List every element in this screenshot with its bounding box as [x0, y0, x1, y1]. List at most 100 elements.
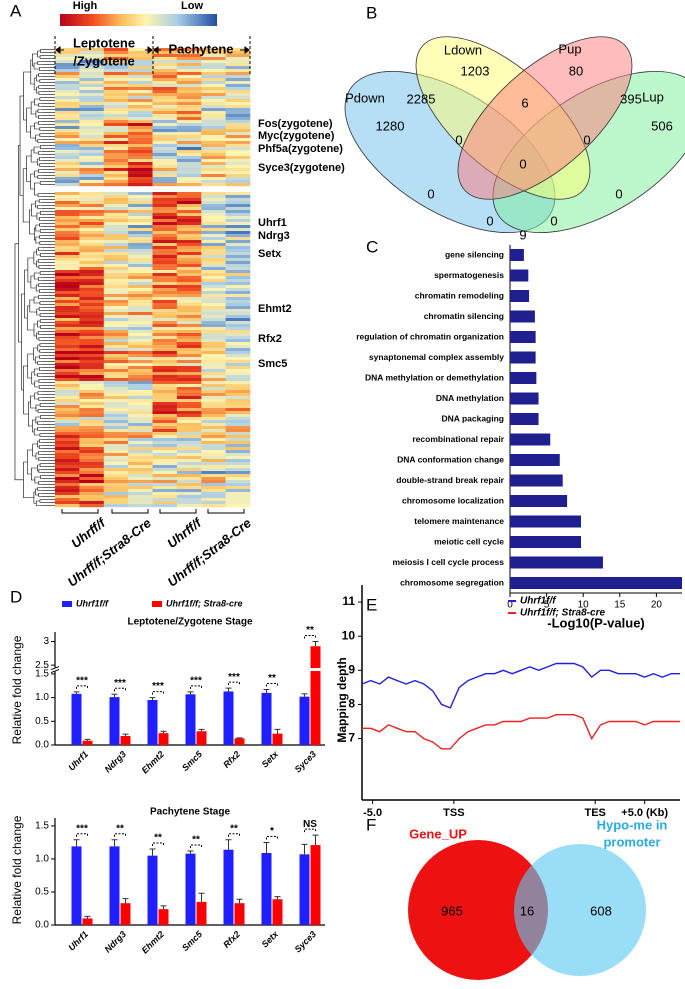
heatmap-cell — [225, 426, 251, 430]
heatmap-cell — [103, 387, 129, 391]
heatmap-cell — [103, 285, 129, 289]
bar — [510, 577, 682, 589]
error-bar — [187, 691, 194, 695]
heatmap-cell — [176, 279, 202, 283]
heatmap-cell — [128, 348, 153, 352]
heatmap-cell — [103, 357, 129, 361]
heatmap-cell — [79, 81, 105, 85]
heatmap-cell — [201, 84, 226, 88]
heatmap-cell — [79, 309, 105, 313]
heatmap-cell — [128, 483, 153, 487]
heatmap-cell — [128, 447, 153, 451]
heatmap-cell — [152, 414, 178, 418]
heatmap-cell — [152, 57, 178, 61]
heatmap-cell — [55, 468, 80, 472]
heatmap-cell — [201, 408, 226, 412]
heatmap-cell — [103, 459, 129, 463]
heatmap-cell — [79, 486, 105, 490]
heatmap-cell — [225, 237, 251, 241]
heatmap-cell — [225, 126, 251, 130]
heatmap-cell — [225, 231, 251, 235]
heatmap-cell — [55, 54, 80, 58]
heatmap-cell — [103, 306, 129, 310]
heatmap-cell — [128, 201, 153, 205]
heatmap-cell — [128, 210, 153, 214]
error-bar — [111, 839, 118, 847]
heatmap-cell — [55, 354, 80, 358]
heatmap-cell — [55, 495, 80, 499]
heatmap-cell — [152, 105, 178, 109]
heatmap-cell — [225, 54, 251, 58]
venn-count: 506 — [651, 118, 673, 133]
heatmap-cell — [225, 399, 251, 403]
venn-set-label: promoter — [603, 834, 660, 849]
heatmap-cell — [225, 60, 251, 64]
dendrogram-branch — [39, 163, 42, 167]
heatmap-cell — [176, 411, 202, 415]
heatmap-cell — [79, 147, 105, 151]
heatmap-cell — [201, 327, 226, 331]
dendrogram-branch — [39, 463, 42, 467]
heatmap-cell — [79, 291, 105, 295]
x-tick-label: Smc5 — [180, 748, 205, 773]
bar — [196, 901, 207, 925]
heatmap-cell — [128, 438, 153, 442]
heatmap-cell — [79, 381, 105, 385]
heatmap-cell — [55, 324, 80, 328]
heatmap-cell — [128, 486, 153, 490]
heatmap-cell — [103, 336, 129, 340]
heatmap-cell — [103, 48, 129, 52]
heatmap-cell — [201, 111, 226, 115]
heatmap-cell — [176, 495, 202, 499]
heatmap-cell — [176, 363, 202, 367]
error-bar — [225, 839, 232, 850]
error-bar — [160, 730, 167, 734]
x-tick-label: 15 — [614, 600, 626, 611]
heatmap-cell — [225, 177, 251, 181]
dendrogram-branch — [33, 62, 40, 70]
heatmap-cell — [176, 435, 202, 439]
heatmap-cell — [225, 465, 251, 469]
heatmap-cell — [55, 183, 80, 187]
heatmap — [55, 48, 251, 508]
heatmap-cell — [128, 369, 153, 373]
heatmap-cell — [225, 48, 251, 52]
heatmap-cell — [152, 231, 178, 235]
heatmap-cell — [103, 255, 129, 259]
significance-label: *** — [228, 672, 240, 683]
heatmap-cell — [176, 171, 202, 175]
heatmap-cell — [201, 450, 226, 454]
heatmap-cell — [79, 117, 105, 121]
heatmap-cell — [103, 180, 129, 184]
heatmap-cell — [55, 459, 80, 463]
y-tick-label: recombinational repair — [412, 434, 504, 444]
heatmap-cell — [225, 240, 251, 244]
dendrogram-branch — [30, 149, 38, 163]
heatmap-cell — [152, 453, 178, 457]
heatmap-cell — [103, 75, 129, 79]
dendrogram-branch — [37, 259, 42, 263]
heatmap-cell — [103, 342, 129, 346]
heatmap-cell — [55, 192, 80, 196]
heatmap-cell — [152, 261, 178, 265]
heatmap-cell — [55, 240, 80, 244]
dendrogram-branch — [30, 395, 36, 409]
heatmap-cell — [128, 144, 153, 148]
heatmap-cell — [128, 456, 153, 460]
heatmap-cell — [201, 252, 226, 256]
heatmap-cell — [128, 378, 153, 382]
heatmap-cell — [55, 345, 80, 349]
heatmap-cell — [176, 378, 202, 382]
heatmap-cell — [225, 375, 251, 379]
heatmap-cell — [225, 468, 251, 472]
venn-count: 0 — [427, 186, 434, 201]
heatmap-cell — [152, 339, 178, 343]
bar — [510, 495, 568, 507]
heatmap-cell — [152, 312, 178, 316]
heatmap-cell — [79, 192, 105, 196]
heatmap-cell — [55, 294, 80, 298]
heatmap-cell — [55, 111, 80, 115]
heatmap-cell — [55, 252, 80, 256]
heatmap-cell — [176, 75, 202, 79]
heatmap-cell — [128, 420, 153, 424]
